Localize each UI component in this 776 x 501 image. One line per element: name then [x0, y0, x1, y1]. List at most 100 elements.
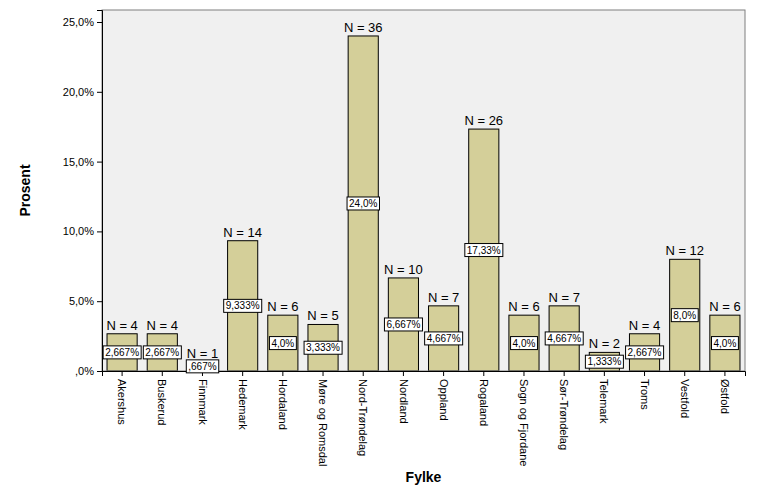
x-tick: Akershus: [116, 371, 128, 425]
y-tick-mark: [97, 22, 102, 23]
x-tick-mark: [724, 371, 725, 376]
value-label-box: [671, 309, 698, 322]
value-label-box: [545, 332, 583, 345]
value-label-box: [626, 346, 664, 359]
x-tick-label: Akershus: [116, 379, 128, 425]
x-tick-mark: [523, 371, 524, 376]
bar: [268, 315, 298, 371]
value-label-box: [304, 341, 342, 354]
count-label: N = 7: [548, 290, 579, 305]
value-label-box: [712, 337, 739, 350]
y-tick: 5,0%: [69, 295, 102, 307]
count-label: N = 7: [428, 290, 459, 305]
bar: [187, 362, 217, 371]
chart: ,0%5,0%10,0%15,0%20,0%25,0%AkershusBuske…: [0, 0, 776, 501]
x-tick: Hedemark: [237, 371, 249, 430]
count-label: N = 10: [384, 262, 423, 277]
bars: [107, 36, 740, 371]
x-tick-mark: [644, 371, 645, 376]
x-tick-label: Finnmark: [197, 379, 209, 425]
x-tick: Nord-Trøndelag: [357, 371, 369, 456]
y-tick-mark: [97, 162, 102, 163]
value-label: 8,0%: [673, 310, 696, 321]
x-tick: Telemark: [598, 371, 610, 424]
x-axis-title: Fylke: [406, 469, 442, 485]
y-tick: ,0%: [75, 365, 102, 377]
x-tick-mark: [604, 371, 605, 376]
x-tick-mark: [242, 371, 243, 376]
count-label: N = 4: [629, 318, 660, 333]
value-label-box: [425, 332, 463, 345]
x-tick-mark: [684, 371, 685, 376]
value-label-box: [511, 337, 538, 350]
plot-background: [102, 10, 745, 371]
y-axis-title: Prosent: [17, 164, 33, 216]
x-tick: Sør-Trøndelag: [558, 371, 570, 450]
value-label-box: [269, 337, 296, 350]
x-tick-label: Troms: [639, 379, 651, 410]
y-tick-mark: [97, 371, 102, 372]
x-tick-label: Buskerud: [156, 379, 168, 425]
x-tick: Sogn og Fjordane: [518, 371, 530, 466]
data-labels: N = 42,667%N = 42,667%N = 1,667%N = 149,…: [103, 20, 740, 373]
y-tick: 10,0%: [63, 225, 102, 237]
bar: [348, 36, 378, 371]
value-label: 24,0%: [349, 198, 377, 209]
x-tick-label: Nordland: [398, 379, 410, 424]
count-label: N = 4: [106, 318, 137, 333]
x-tick-label: Nord-Trøndelag: [357, 379, 369, 456]
x-tick: Buskerud: [156, 371, 168, 425]
y-tick: 25,0%: [63, 16, 102, 28]
value-label: 17,33%: [467, 245, 501, 256]
value-label: 4,0%: [714, 338, 737, 349]
x-tick-label: Østfold: [719, 379, 731, 414]
plot-frame: [102, 10, 745, 371]
x-tick-mark: [323, 371, 324, 376]
x-tick-mark: [483, 371, 484, 376]
x-tick: Møre og Romsdal: [317, 371, 329, 466]
x-tick-mark: [162, 371, 163, 376]
x-tick-label: Sør-Trøndelag: [558, 379, 570, 450]
x-tick-label: Rogaland: [478, 379, 490, 426]
count-label: N = 1: [187, 346, 218, 361]
count-label: N = 26: [464, 113, 503, 128]
y-tick-label: 10,0%: [63, 225, 94, 237]
value-label: 4,0%: [271, 338, 294, 349]
x-tick-mark: [403, 371, 404, 376]
y-tick: 20,0%: [63, 86, 102, 98]
x-tick-label: Telemark: [598, 379, 610, 424]
y-axis: ,0%5,0%10,0%15,0%20,0%25,0%: [63, 11, 103, 378]
count-label: N = 12: [665, 243, 704, 258]
value-label: 2,667%: [105, 347, 139, 358]
x-tick-mark: [564, 371, 565, 376]
value-label-box: [384, 318, 422, 331]
x-tick-mark: [443, 371, 444, 376]
value-label: 6,667%: [386, 319, 420, 330]
x-tick: Oppland: [438, 371, 450, 421]
x-tick-label: Møre og Romsdal: [317, 379, 329, 466]
x-axis: Akershus Buskerud Finnmark Hedemark Hordalan…: [103, 371, 746, 466]
value-label-box: [347, 197, 379, 210]
x-tick: Vestfold: [679, 371, 691, 418]
count-label: N = 6: [508, 299, 539, 314]
y-tick-label: 25,0%: [63, 16, 94, 28]
value-label: 1,333%: [587, 356, 621, 367]
y-tick-label: ,0%: [75, 365, 94, 377]
value-label: 4,667%: [427, 333, 461, 344]
x-tick: Østfold: [719, 371, 731, 414]
y-tick-mark: [97, 231, 102, 232]
count-label: N = 14: [223, 225, 262, 240]
x-tick: Rogaland: [478, 371, 490, 426]
x-tick-label: Sogn og Fjordane: [518, 379, 530, 466]
value-label: 3,333%: [306, 342, 340, 353]
x-tick: Hordaland: [277, 371, 289, 430]
bar: [710, 315, 740, 371]
y-tick-label: 5,0%: [69, 295, 94, 307]
value-label: 4,667%: [547, 333, 581, 344]
x-tick: Nordland: [398, 371, 410, 424]
plot: ,0%5,0%10,0%15,0%20,0%25,0%AkershusBuske…: [63, 10, 746, 466]
x-tick-mark: [122, 371, 123, 376]
count-label: N = 6: [709, 299, 740, 314]
count-label: N = 36: [344, 20, 383, 35]
bar: [670, 259, 700, 371]
